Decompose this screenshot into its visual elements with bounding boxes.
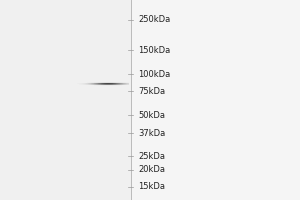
Text: 75kDa: 75kDa <box>138 87 165 96</box>
Text: 250kDa: 250kDa <box>138 15 170 24</box>
Text: 150kDa: 150kDa <box>138 46 170 55</box>
Bar <box>0 0 130 200</box>
Text: 50kDa: 50kDa <box>138 111 165 120</box>
Text: 100kDa: 100kDa <box>138 70 170 79</box>
Text: 20kDa: 20kDa <box>138 165 165 174</box>
Text: 37kDa: 37kDa <box>138 129 165 138</box>
Text: 15kDa: 15kDa <box>138 182 165 191</box>
Text: 25kDa: 25kDa <box>138 152 165 161</box>
Bar <box>130 0 300 200</box>
